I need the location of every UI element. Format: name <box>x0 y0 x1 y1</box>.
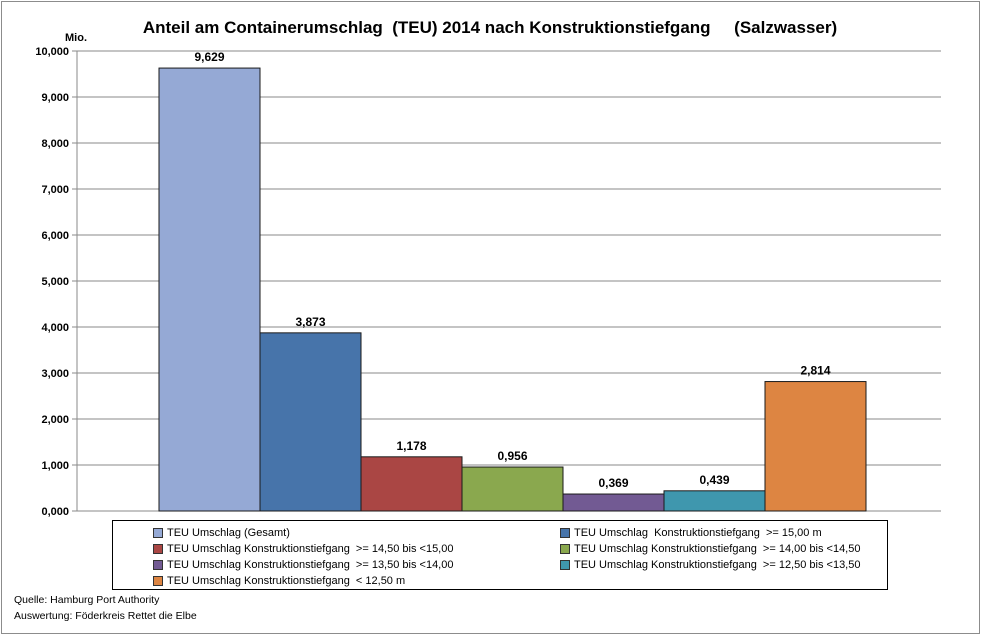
y-tick-label: 9,000 <box>41 92 69 104</box>
legend-label: TEU Umschlag Konstruktionstiefgang >= 14… <box>167 543 454 555</box>
bar <box>764 381 867 512</box>
bars <box>158 67 867 512</box>
legend-label: TEU Umschlag (Gesamt) <box>167 527 290 539</box>
legend-label: TEU Umschlag Konstruktionstiefgang >= 15… <box>574 527 822 539</box>
legend: TEU Umschlag (Gesamt) TEU Umschlag Konstr… <box>112 520 888 590</box>
legend-item: TEU Umschlag Konstruktionstiefgang >= 15… <box>560 527 822 539</box>
bar-value-label: 1,178 <box>396 439 426 453</box>
bar <box>360 456 463 512</box>
legend-swatch <box>560 560 570 570</box>
bar <box>562 493 665 512</box>
legend-swatch <box>560 528 570 538</box>
evaluation-note: Auswertung: Föderkreis Rettet die Elbe <box>14 610 197 622</box>
y-tick-label: 5,000 <box>41 276 69 288</box>
y-tick-label: 8,000 <box>41 138 69 150</box>
bar <box>259 332 362 512</box>
legend-swatch <box>560 544 570 554</box>
y-tick-label: 2,000 <box>41 414 69 426</box>
bar <box>663 490 766 512</box>
legend-item: TEU Umschlag Konstruktionstiefgang >= 14… <box>560 543 860 555</box>
bar-value-label: 0,439 <box>699 473 729 487</box>
chart-title: Anteil am Containerumschlag (TEU) 2014 n… <box>143 18 837 37</box>
bar-value-label: 2,814 <box>800 364 830 378</box>
legend-swatch <box>153 528 163 538</box>
bar <box>158 67 261 512</box>
y-tick-label: 6,000 <box>41 230 69 242</box>
source-note: Quelle: Hamburg Port Authority <box>14 594 160 606</box>
bar <box>461 466 564 512</box>
y-tick-label: 7,000 <box>41 184 69 196</box>
y-tick-label: 10,000 <box>35 46 69 58</box>
legend-item: TEU Umschlag Konstruktionstiefgang >= 14… <box>153 543 453 555</box>
legend-label: TEU Umschlag Konstruktionstiefgang >= 13… <box>167 559 454 571</box>
legend-label: TEU Umschlag Konstruktionstiefgang >= 14… <box>574 543 861 555</box>
legend-swatch <box>153 544 163 554</box>
bar-value-label: 3,873 <box>295 315 325 329</box>
y-tick-label: 1,000 <box>41 460 69 472</box>
bar-value-label: 0,956 <box>497 449 527 463</box>
legend-label: TEU Umschlag Konstruktionstiefgang < 12,… <box>167 575 406 587</box>
legend-item: TEU Umschlag (Gesamt) <box>153 527 290 539</box>
bar-value-label: 0,369 <box>598 476 628 490</box>
legend-item: TEU Umschlag Konstruktionstiefgang >= 13… <box>153 559 453 571</box>
legend-label: TEU Umschlag Konstruktionstiefgang >= 12… <box>574 559 861 571</box>
legend-swatch <box>153 576 163 586</box>
legend-item: TEU Umschlag Konstruktionstiefgang < 12,… <box>153 575 405 587</box>
y-tick-label: 4,000 <box>41 322 69 334</box>
y-tick-label: 0,000 <box>41 506 69 518</box>
bar-value-labels: 9,629 3,873 1,178 0,956 0,369 0,439 2,814 <box>194 50 830 490</box>
legend-item: TEU Umschlag Konstruktionstiefgang >= 12… <box>560 559 860 571</box>
y-unit-label: Mio. <box>65 32 87 44</box>
y-tick-label: 3,000 <box>41 368 69 380</box>
legend-swatch <box>153 560 163 570</box>
y-axis-ticks: 0,000 1,000 2,000 3,000 4,000 5,000 6,000 7,000… <box>35 46 78 518</box>
bar-value-label: 9,629 <box>194 50 224 64</box>
